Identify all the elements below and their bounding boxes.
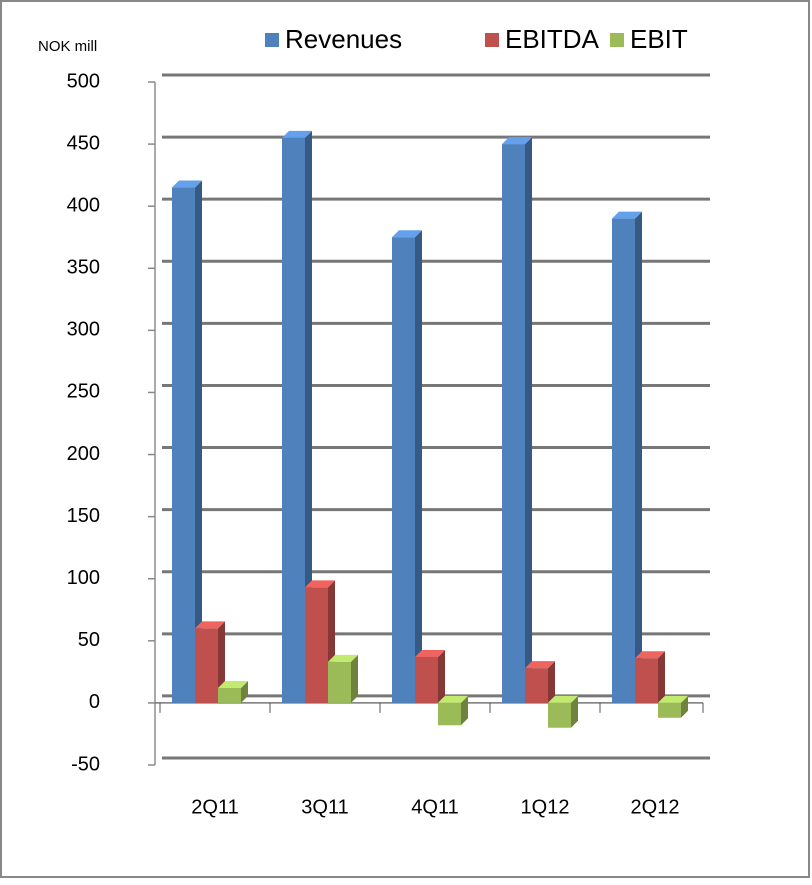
bar-top [328,654,358,662]
y-tick-label: 0 [89,691,100,713]
bar [328,661,351,703]
bar-side [241,681,248,703]
y-tick-label: 450 [67,132,100,154]
legend-swatch [485,33,499,47]
y-tick-label: 250 [67,381,100,403]
y-axis-label: NOK mill [38,38,97,55]
bar-top [658,695,688,703]
bar-top [635,651,665,659]
bar-side [438,649,445,703]
bar [415,656,438,703]
bar-top [612,211,642,219]
bar-top [392,230,422,238]
bar [282,137,305,703]
bar [218,688,241,703]
legend-swatch [610,33,624,47]
y-tick-label: 100 [67,567,100,589]
bar-top [172,180,202,188]
legend-label: EBITDA [505,24,600,54]
bar [172,187,195,703]
y-tick-label: 350 [67,257,100,279]
y-tick-label: 200 [67,443,100,465]
bar [392,237,415,703]
bar [525,668,548,703]
y-tick-label: 300 [67,319,100,341]
legend-swatch [265,33,279,47]
bar-side [415,230,422,703]
bar-side [305,130,312,703]
bar-side [548,661,555,703]
y-tick-label: 50 [78,629,100,651]
bar-top [548,695,578,703]
x-tick-label: 3Q11 [301,796,348,818]
bar-side [195,180,202,703]
bar [612,218,635,703]
bar [502,144,525,703]
bar [548,702,571,728]
bar-top [415,649,445,657]
bar-side [461,695,468,726]
legend-label: EBIT [630,24,688,54]
bar-side [658,651,665,703]
bar-top [502,137,532,145]
bar-top [195,621,225,629]
bar [635,658,658,703]
y-tick-label: -50 [71,753,100,775]
bar [305,587,328,703]
bar [438,702,461,726]
bar-side [525,137,532,703]
x-tick-label: 4Q11 [411,796,458,818]
bar-side [681,695,688,718]
bar-top [305,580,335,588]
bar-side [351,654,358,703]
bar-side [218,621,225,703]
y-tick-label: 500 [67,70,100,92]
bar-top [218,681,248,689]
x-tick-label: 2Q11 [191,796,238,818]
bar-top [438,695,468,703]
x-tick-label: 2Q12 [631,796,680,818]
bar-top [525,661,555,669]
bar [658,702,681,718]
bar [195,628,218,703]
y-tick-label: 400 [67,194,100,216]
bar-side [571,695,578,728]
bar-side [635,211,642,703]
bar-top [282,130,312,138]
x-tick-label: 1Q12 [521,796,570,818]
y-tick-label: 150 [67,505,100,527]
legend-label: Revenues [285,24,402,54]
